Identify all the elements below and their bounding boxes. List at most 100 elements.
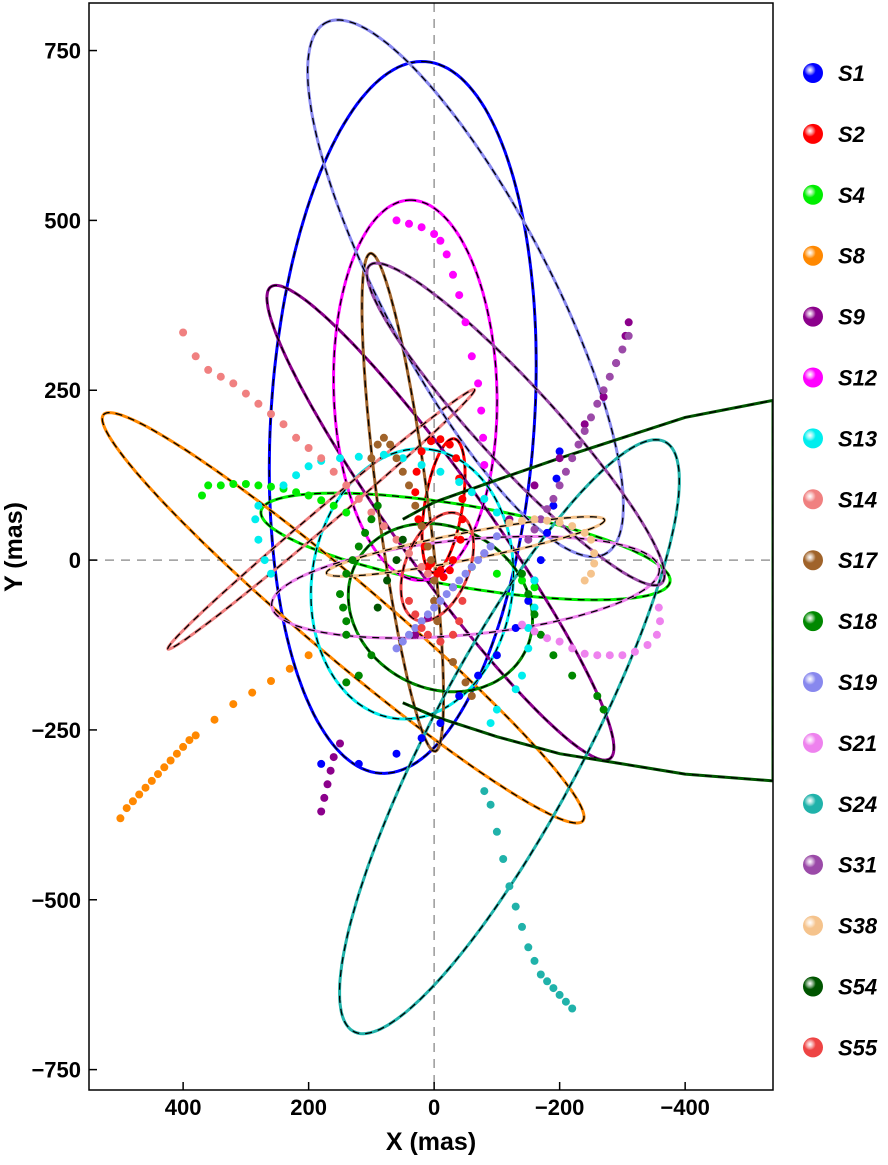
point-s14 xyxy=(229,379,238,388)
point-s21 xyxy=(568,644,577,653)
legend-marker-s21 xyxy=(803,732,823,753)
point-s13 xyxy=(292,471,301,480)
point-s13 xyxy=(486,719,495,728)
point-s1 xyxy=(417,734,426,743)
point-s1 xyxy=(392,749,401,758)
point-s17 xyxy=(398,467,407,476)
point-s12 xyxy=(461,318,470,327)
y-tick-label: −500 xyxy=(31,888,81,913)
point-s31 xyxy=(568,454,577,463)
point-s21 xyxy=(654,603,663,612)
point-s18 xyxy=(354,671,363,680)
point-s2 xyxy=(458,494,467,503)
point-s38 xyxy=(587,569,595,578)
point-s12 xyxy=(405,219,413,228)
point-s17 xyxy=(427,556,435,565)
point-s55 xyxy=(423,630,432,639)
point-s8 xyxy=(172,749,181,758)
point-s19 xyxy=(492,532,501,541)
point-s31 xyxy=(530,525,539,534)
point-s8 xyxy=(128,797,137,806)
point-s13 xyxy=(379,450,388,459)
orbit-fit-s13 xyxy=(310,448,515,720)
point-s9 xyxy=(599,393,608,401)
point-s1 xyxy=(492,651,501,660)
point-s13 xyxy=(254,535,263,544)
point-s4 xyxy=(267,482,275,491)
point-s13 xyxy=(398,454,407,463)
point-s55 xyxy=(411,610,420,619)
point-s8 xyxy=(185,736,194,745)
point-s9 xyxy=(326,766,335,775)
point-s12 xyxy=(417,223,426,232)
point-s21 xyxy=(618,651,627,660)
point-s17 xyxy=(467,692,476,700)
point-s13 xyxy=(267,569,275,578)
point-s18 xyxy=(342,630,351,639)
point-s2 xyxy=(456,535,465,544)
point-s18 xyxy=(361,528,370,537)
y-tick-label: 750 xyxy=(44,39,81,64)
point-s19 xyxy=(405,630,413,639)
point-s2 xyxy=(414,515,423,524)
point-s4 xyxy=(342,508,351,517)
point-s2 xyxy=(411,488,420,497)
point-s18 xyxy=(599,705,608,714)
point-s38 xyxy=(587,535,595,544)
point-s19 xyxy=(461,569,470,578)
point-s2 xyxy=(433,569,442,578)
point-s4 xyxy=(518,576,526,585)
y-tick-label: 500 xyxy=(44,208,81,233)
point-s18 xyxy=(348,556,357,565)
point-s8 xyxy=(285,664,294,673)
legend-label-s12: S12 xyxy=(838,366,878,391)
legend-label-s21: S21 xyxy=(838,731,877,756)
point-s38 xyxy=(530,515,539,524)
point-s18 xyxy=(342,569,351,578)
point-s12 xyxy=(436,236,445,245)
point-s13 xyxy=(530,603,539,612)
point-s21 xyxy=(518,620,526,629)
point-s17 xyxy=(430,596,439,605)
point-s19 xyxy=(442,590,451,599)
point-s18 xyxy=(367,515,376,524)
y-tick-label: −250 xyxy=(31,718,81,743)
point-s2 xyxy=(427,437,435,446)
point-s19 xyxy=(480,549,489,558)
point-s17 xyxy=(461,678,470,687)
point-s13 xyxy=(530,576,539,585)
point-s8 xyxy=(122,804,131,813)
orbit-fit-s9 xyxy=(266,284,615,761)
point-s1 xyxy=(543,528,552,537)
point-s31 xyxy=(549,494,558,503)
legend-marker-s38 xyxy=(803,915,823,936)
orbit-fit-s17 xyxy=(361,252,445,752)
point-s17 xyxy=(449,658,457,666)
point-s54 xyxy=(373,603,382,612)
point-s2 xyxy=(452,454,461,463)
point-s24 xyxy=(536,970,545,979)
point-s54 xyxy=(383,576,392,585)
point-s31 xyxy=(593,399,602,408)
point-s24 xyxy=(511,902,520,911)
legend-marker-s12 xyxy=(803,367,823,388)
point-s1 xyxy=(552,474,561,483)
point-s31 xyxy=(580,427,589,435)
point-s31 xyxy=(555,481,564,490)
point-s2 xyxy=(417,447,426,456)
point-s24 xyxy=(499,855,508,863)
axis-ticks: 400 200 0 −200 −400 750 500 250 0 −250 −500 −750 xyxy=(31,39,709,1120)
point-s12 xyxy=(430,230,439,238)
legend-label-s19: S19 xyxy=(838,670,878,695)
point-s17 xyxy=(379,433,388,442)
point-s19 xyxy=(436,596,445,605)
point-s4 xyxy=(241,480,250,488)
y-tick-label: −750 xyxy=(31,1058,81,1083)
point-s4 xyxy=(216,481,225,490)
point-s38 xyxy=(568,522,577,531)
point-s12 xyxy=(455,291,464,300)
point-s17 xyxy=(417,522,426,531)
orbit-curves xyxy=(100,18,773,1036)
point-s2 xyxy=(445,566,454,575)
point-s4 xyxy=(204,481,213,490)
